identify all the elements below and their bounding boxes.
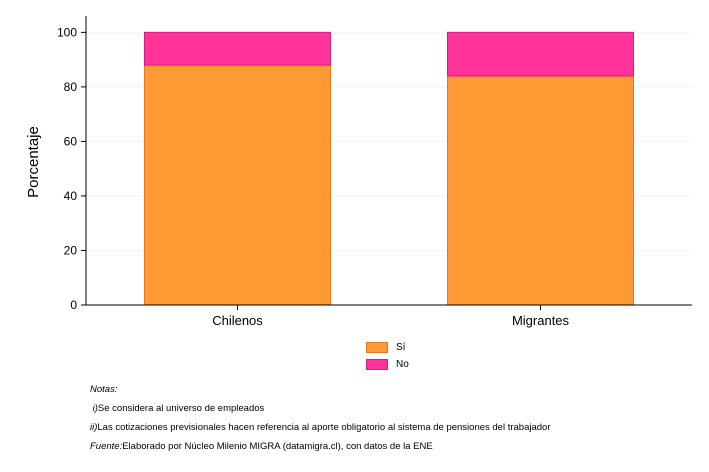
note1-text: Se considera al universo de empleados [97,403,265,414]
bar-migrantes-no [447,31,634,77]
bars [144,31,634,306]
bar-migrantes-si [447,75,634,306]
y-tick-label-80: 80 [64,80,78,94]
y-axis-label: Porcentaje [25,126,42,198]
x-tick-label-migrantes: Migrantes [512,313,570,328]
note2-text: Las cotizaciones previsionales hacen ref… [97,422,551,433]
y-tick-label-40: 40 [64,189,78,203]
legend-item-no: No [366,357,409,372]
source-text: Elaborado por Núcleo Milenio MIGRA (data… [122,441,433,452]
y-tick-label-60: 60 [64,134,78,148]
legend-label-no: No [396,359,409,370]
legend-label-si: Sí [396,342,406,353]
legend: Sí No [366,340,409,374]
y-tick-label-100: 100 [57,25,77,39]
note2-prefix: ii) [90,422,98,433]
bar-chilenos-no [144,31,331,66]
y-tick-label-20: 20 [64,243,78,257]
notes-title: Notas: [90,384,118,395]
axes: 0 20 40 60 80 100 Chilenos Migrantes [57,16,692,328]
legend-swatch-si [366,342,388,353]
legend-swatch-no [366,359,388,370]
x-tick-label-chilenos: Chilenos [212,313,263,328]
note1-prefix: i) [92,403,98,414]
bar-chilenos-si [144,64,331,306]
source-prefix: Fuente: [90,441,123,452]
notes-block: Notas: i) Se considera al universo de em… [90,380,551,456]
legend-item-si: Sí [366,340,409,355]
y-tick-label-0: 0 [70,298,77,312]
